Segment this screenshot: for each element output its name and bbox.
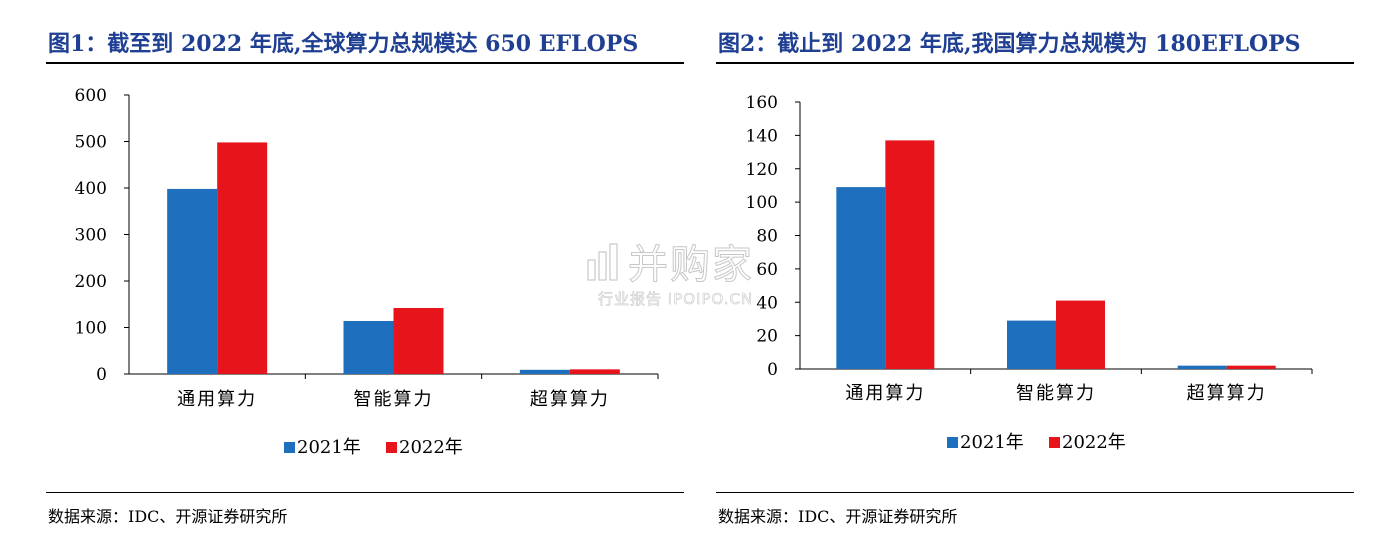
chart-panel-china: 图2：截止到 2022 年底,我国算力总规模为 180EFLOPS 0 20 40 6…	[700, 0, 1387, 544]
bar-2022年-智能算力	[1056, 300, 1105, 369]
x-tick-label: 超算算力	[1187, 383, 1267, 404]
chart-title: 图1：截至到 2022 年底,全球算力总规模达 650 EFLOPS	[48, 31, 639, 57]
bar-2022年-超算算力	[1226, 365, 1276, 369]
source-rule	[716, 492, 1354, 493]
chart-title: 图2：截止到 2022 年底,我国算力总规模为 180EFLOPS	[718, 31, 1301, 57]
y-tick-label: 300	[75, 226, 107, 246]
y-tick-label: 500	[75, 133, 107, 153]
y-tick-label: 140	[746, 126, 778, 146]
y-tick-label: 400	[75, 179, 107, 199]
x-tick-label: 通用算力	[845, 383, 925, 404]
y-tick-label: 120	[746, 160, 778, 180]
title-rule	[46, 62, 684, 64]
legend-label: 2021年	[297, 437, 361, 458]
source-rule	[46, 492, 684, 493]
bar-2022年-通用算力	[885, 140, 935, 369]
y-tick-label: 100	[746, 193, 778, 213]
bar-2021年-智能算力	[1007, 320, 1056, 369]
y-tick-label: 600	[75, 86, 107, 106]
source-note: 数据来源：IDC、开源证券研究所	[718, 507, 958, 526]
bar-2021年-智能算力	[343, 320, 394, 374]
y-tick-label: 0	[767, 360, 778, 380]
title-rule	[716, 62, 1354, 64]
legend-label: 2022年	[399, 437, 463, 458]
y-tick-label: 100	[75, 319, 107, 339]
x-tick-label: 通用算力	[177, 389, 257, 410]
y-tick-label: 160	[746, 93, 778, 113]
y-tick-label: 80	[756, 227, 778, 247]
legend-swatch	[947, 437, 958, 448]
legend-swatch	[1049, 437, 1060, 448]
legend-swatch	[284, 442, 295, 453]
bar-2021年-超算算力	[519, 369, 570, 374]
bar-2022年-通用算力	[217, 142, 268, 374]
bar-2021年-通用算力	[836, 187, 886, 369]
y-tick-label: 0	[96, 365, 107, 385]
bar-chart-china: 0 20 40 60 80 100 120 140 160 通用算力 智能算力 超算算力 2021年 20…	[746, 93, 1313, 453]
legend-swatch	[386, 442, 397, 453]
bar-2022年-超算算力	[569, 369, 620, 374]
source-note: 数据来源：IDC、开源证券研究所	[48, 507, 288, 526]
y-tick-label: 20	[756, 327, 778, 347]
bar-2021年-通用算力	[167, 188, 218, 374]
x-tick-label: 超算算力	[530, 389, 610, 410]
y-tick-label: 60	[756, 260, 778, 280]
x-tick-label: 智能算力	[1016, 383, 1096, 404]
legend-label: 2022年	[1062, 432, 1126, 453]
bar-2021年-超算算力	[1177, 365, 1227, 369]
legend-label: 2021年	[960, 432, 1024, 453]
y-tick-label: 200	[75, 272, 107, 292]
chart-panel-global: 图1：截至到 2022 年底,全球算力总规模达 650 EFLOPS 0 100 2…	[0, 0, 693, 544]
y-tick-label: 40	[756, 293, 778, 313]
bar-chart-global: 0 100 200 300 400 500 600 通用算力 智能算力 超算算力 2021年 2022…	[75, 86, 659, 458]
bar-2022年-智能算力	[393, 307, 444, 374]
x-tick-label: 智能算力	[354, 389, 434, 410]
